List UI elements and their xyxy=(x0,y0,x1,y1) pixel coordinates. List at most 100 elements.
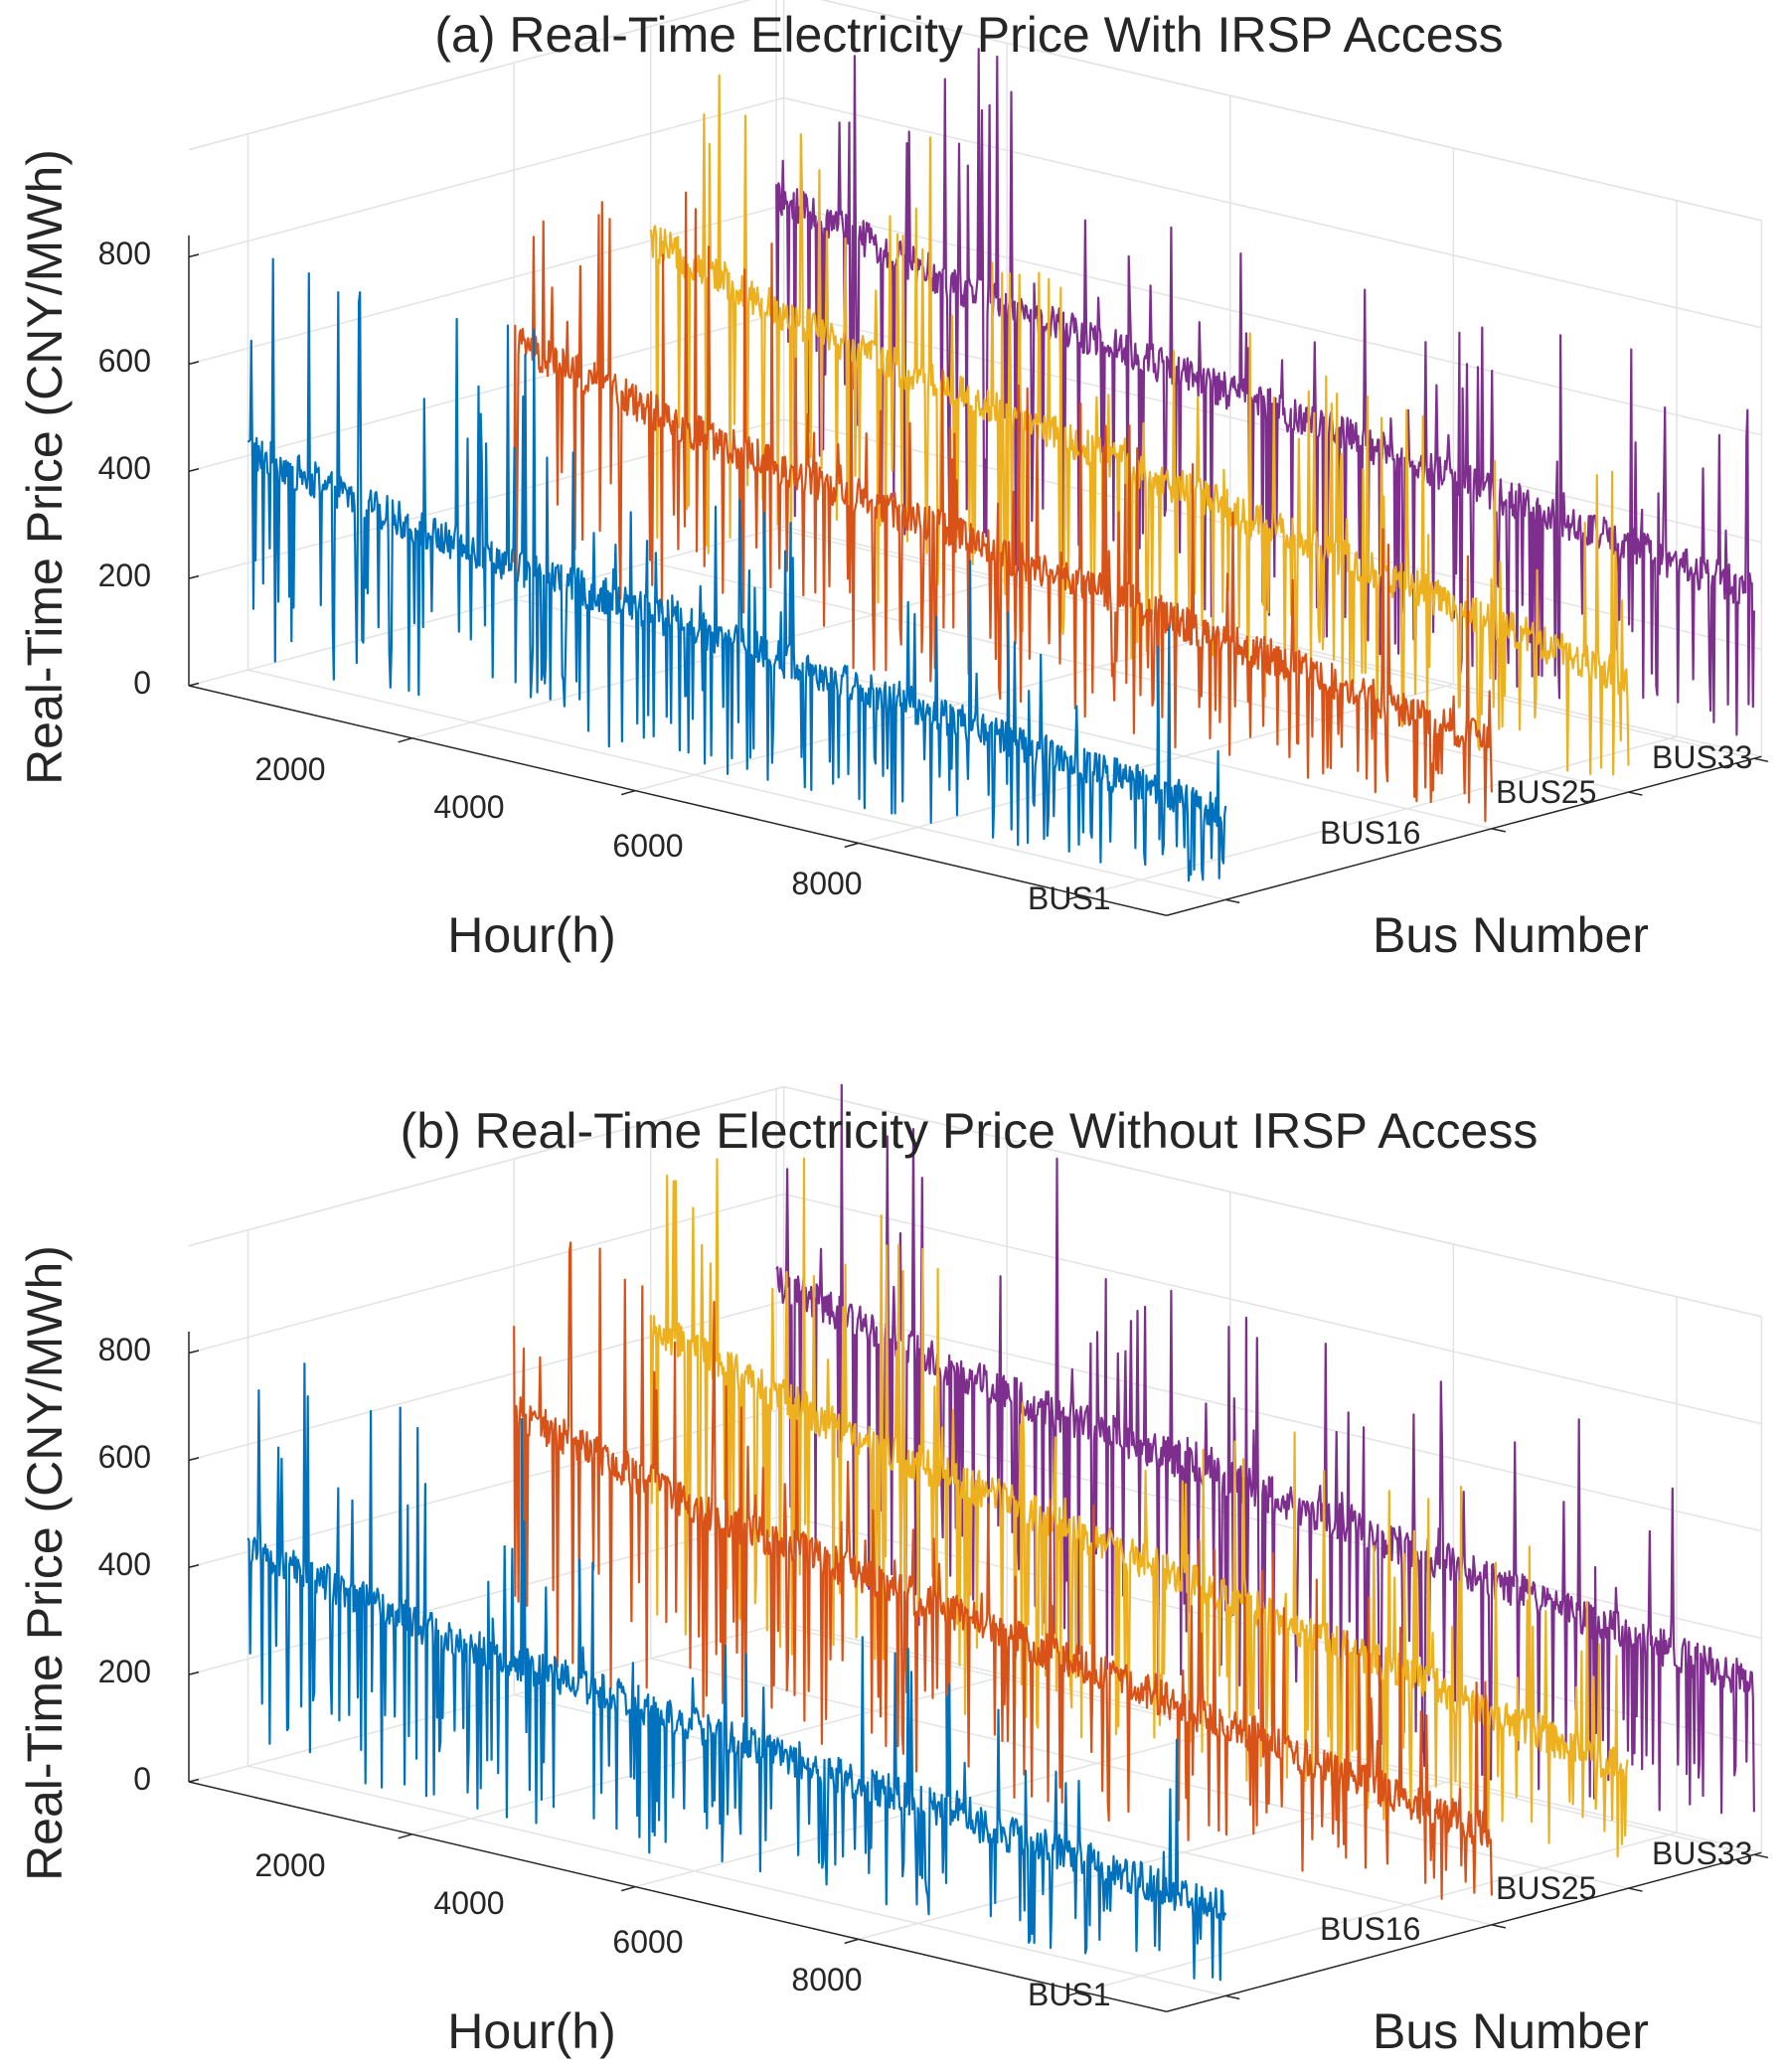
grid-line xyxy=(514,597,1493,830)
x-tick-label: 2000 xyxy=(254,1847,325,1883)
y-tick-mark xyxy=(1753,1853,1769,1859)
y-tick-mark xyxy=(1225,1994,1240,2000)
x-tick-mark xyxy=(1067,894,1082,900)
chart-b-y-ticks: BUS1 BUS16 BUS25 BUS33 xyxy=(1028,1835,1752,2012)
x-tick-label: 4000 xyxy=(433,1885,504,1921)
x-tick-mark xyxy=(398,737,412,743)
y-tick-label: BUS33 xyxy=(1652,1835,1752,1871)
chart-b-x-ticks: 2000 4000 6000 8000 xyxy=(254,1847,862,1997)
y-axis-line xyxy=(1166,1851,1762,2012)
grid-line xyxy=(783,526,1762,758)
grid-line xyxy=(514,1693,1493,1926)
z-tick-mark xyxy=(188,1671,200,1675)
y-tick-label: BUS16 xyxy=(1320,1911,1420,1947)
x-tick-mark xyxy=(620,789,636,796)
grid-line xyxy=(858,683,1454,845)
z-tick-label: 400 xyxy=(98,1546,151,1582)
x-tick-mark xyxy=(398,1833,412,1839)
z-tick-label: 0 xyxy=(133,665,151,701)
z-tick-mark xyxy=(188,1457,200,1462)
chart-a-x-ticks: 2000 4000 6000 8000 xyxy=(254,751,862,901)
chart-a-z-ticks: 800 600 400 200 0 xyxy=(98,236,151,701)
z-tick-label: 600 xyxy=(98,1439,151,1475)
y-tick-label: BUS25 xyxy=(1496,774,1596,810)
chart-b-axes xyxy=(188,1331,1769,2012)
series-line-bus1 xyxy=(246,257,1227,882)
grid-line xyxy=(247,669,1226,901)
series-line-bus25 xyxy=(649,1157,1629,1858)
z-tick-label: 800 xyxy=(98,236,151,271)
series-line-bus33 xyxy=(775,48,1755,736)
y-tick-mark xyxy=(1491,828,1507,833)
z-tick-mark xyxy=(188,574,200,579)
y-tick-label: BUS1 xyxy=(1028,1977,1111,2012)
chart-a-series xyxy=(246,48,1755,882)
x-axis-line xyxy=(188,1781,1167,2012)
x-tick-label: 4000 xyxy=(433,789,504,825)
x-tick-label: 8000 xyxy=(791,1962,862,1997)
grid-line xyxy=(188,1300,784,1462)
z-tick-label: 0 xyxy=(133,1761,151,1797)
chart-b-z-ticks: 800 600 400 200 0 xyxy=(98,1332,151,1797)
x-tick-mark xyxy=(1067,1991,1082,1996)
grid-line xyxy=(188,526,784,687)
chart-a-ylabel: Bus Number xyxy=(1373,907,1649,963)
chart-b-series xyxy=(246,1083,1755,1982)
y-axis-line xyxy=(1166,755,1762,916)
grid-line xyxy=(783,1085,1762,1318)
grid-line xyxy=(1081,735,1678,896)
x-tick-mark xyxy=(620,1885,636,1892)
x-tick-label: 8000 xyxy=(791,866,862,901)
z-tick-mark xyxy=(188,468,200,472)
chart-panel-a: (a) Real-Time Electricity Price With IRS… xyxy=(17,0,1769,963)
chart-panel-b: (b) Real-Time Electricity Price Without … xyxy=(17,1083,1769,2059)
chart-a-xlabel: Hour(h) xyxy=(447,907,615,963)
grid-line xyxy=(783,96,1762,329)
chart-a-zlabel: Real-Time Price (CNY/MWh) xyxy=(17,149,73,785)
grid-line xyxy=(783,1193,1762,1425)
z-tick-mark xyxy=(188,682,200,687)
z-tick-mark xyxy=(188,253,200,258)
z-tick-label: 200 xyxy=(98,558,151,593)
chart-a-title: (a) Real-Time Electricity Price With IRS… xyxy=(434,7,1503,63)
x-tick-label: 2000 xyxy=(254,751,325,787)
grid-line xyxy=(858,1779,1454,1941)
chart-b-xlabel: Hour(h) xyxy=(447,2003,615,2059)
y-tick-label: BUS25 xyxy=(1496,1870,1596,1906)
grid-line xyxy=(188,1193,784,1355)
y-tick-mark xyxy=(1753,757,1769,763)
z-tick-mark xyxy=(188,1564,200,1568)
z-tick-mark xyxy=(188,1350,200,1355)
grid-line xyxy=(1081,1832,1678,1992)
x-axis-line xyxy=(188,685,1167,916)
chart-b-zlabel: Real-Time Price (CNY/MWh) xyxy=(17,1245,73,1881)
x-tick-label: 6000 xyxy=(612,828,683,864)
grid-line xyxy=(188,0,752,151)
z-tick-label: 400 xyxy=(98,450,151,486)
series-line-bus16 xyxy=(513,191,1493,823)
y-tick-label: BUS16 xyxy=(1320,815,1420,851)
y-tick-mark xyxy=(1628,791,1643,796)
chart-a-axes xyxy=(188,235,1769,916)
grid-line xyxy=(188,1085,784,1247)
x-tick-label: 6000 xyxy=(612,1924,683,1960)
series-line-bus25 xyxy=(649,74,1630,776)
chart-b-title: (b) Real-Time Electricity Price Without … xyxy=(401,1103,1539,1159)
chart-b-ylabel: Bus Number xyxy=(1373,2003,1649,2059)
y-tick-mark xyxy=(1628,1887,1643,1892)
y-tick-label: BUS33 xyxy=(1652,739,1752,775)
z-tick-label: 800 xyxy=(98,1332,151,1367)
z-tick-mark xyxy=(188,361,200,366)
grid-line xyxy=(188,204,784,366)
z-tick-mark xyxy=(188,1778,200,1783)
grid-line xyxy=(247,1765,1226,1997)
chart-a-y-ticks: BUS1 BUS16 BUS25 BUS33 xyxy=(1028,739,1752,916)
grid-line xyxy=(820,0,1762,222)
z-tick-label: 600 xyxy=(98,343,151,379)
grid-line xyxy=(188,96,784,258)
x-tick-mark xyxy=(844,1938,860,1945)
series-line-bus1 xyxy=(246,1362,1227,1982)
z-tick-label: 200 xyxy=(98,1654,151,1689)
y-tick-label: BUS1 xyxy=(1028,880,1111,916)
